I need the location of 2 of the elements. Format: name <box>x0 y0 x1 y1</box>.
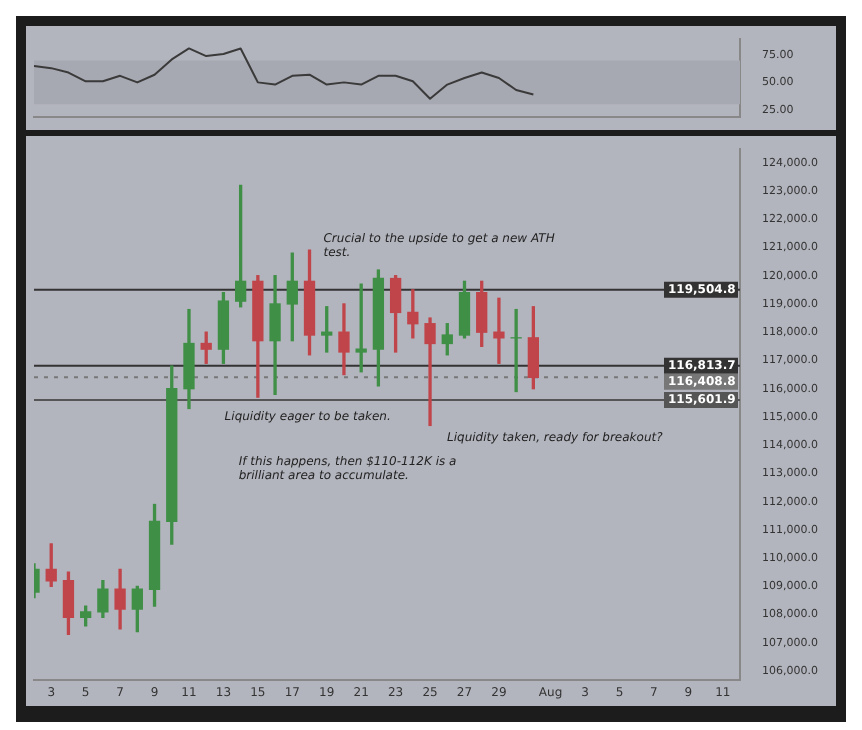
candlestick <box>493 297 505 364</box>
candlestick <box>424 317 436 427</box>
